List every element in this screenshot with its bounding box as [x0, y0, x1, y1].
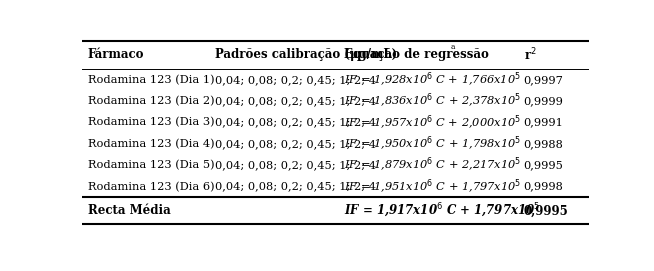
Text: IF = 1,950x10$^6$ C + 1,798x10$^5$: IF = 1,950x10$^6$ C + 1,798x10$^5$	[344, 135, 522, 153]
Text: 0,9998: 0,9998	[524, 182, 564, 192]
Text: Rodamina 123 (Dia 1): Rodamina 123 (Dia 1)	[88, 75, 215, 85]
Text: IF = 1,879x10$^6$ C + 2,217x10$^5$: IF = 1,879x10$^6$ C + 2,217x10$^5$	[344, 156, 522, 174]
Text: 0,04; 0,08; 0,2; 0,45; 1; 2; 4: 0,04; 0,08; 0,2; 0,45; 1; 2; 4	[215, 182, 376, 192]
Text: Rodamina 123 (Dia 2): Rodamina 123 (Dia 2)	[88, 96, 215, 106]
Text: Rodamina 123 (Dia 6): Rodamina 123 (Dia 6)	[88, 182, 215, 192]
Text: 0,04; 0,08; 0,2; 0,45; 1; 2; 4: 0,04; 0,08; 0,2; 0,45; 1; 2; 4	[215, 160, 376, 170]
Text: IF = 1,957x10$^6$ C + 2,000x10$^5$: IF = 1,957x10$^6$ C + 2,000x10$^5$	[344, 114, 521, 132]
Text: 0,04; 0,08; 0,2; 0,45; 1; 2; 4: 0,04; 0,08; 0,2; 0,45; 1; 2; 4	[215, 139, 376, 149]
Text: IF = 1,928x10$^6$ C + 1,766x10$^5$: IF = 1,928x10$^6$ C + 1,766x10$^5$	[344, 71, 521, 89]
Text: 0,9995: 0,9995	[524, 204, 568, 217]
Text: IF = 1,917x10$^6$ C + 1,797x10$^5$: IF = 1,917x10$^6$ C + 1,797x10$^5$	[344, 202, 541, 220]
Text: 0,04; 0,08; 0,2; 0,45; 1; 2; 4: 0,04; 0,08; 0,2; 0,45; 1; 2; 4	[215, 118, 376, 128]
Text: IF = 1,836x10$^6$ C + 2,378x10$^5$: IF = 1,836x10$^6$ C + 2,378x10$^5$	[344, 92, 522, 110]
Text: 0,9999: 0,9999	[524, 96, 564, 106]
Text: 0,9995: 0,9995	[524, 160, 564, 170]
Text: IF = 1,951x10$^6$ C + 1,797x10$^5$: IF = 1,951x10$^6$ C + 1,797x10$^5$	[344, 178, 522, 196]
Text: 0,9991: 0,9991	[524, 118, 564, 128]
Text: Recta Média: Recta Média	[88, 204, 171, 217]
Text: Padrões calibração (μg/mL): Padrões calibração (μg/mL)	[215, 49, 397, 62]
Text: Equação de regressão: Equação de regressão	[344, 49, 489, 62]
Text: 0,9988: 0,9988	[524, 139, 564, 149]
Text: Rodamina 123 (Dia 4): Rodamina 123 (Dia 4)	[88, 139, 215, 149]
Text: r$^2$: r$^2$	[524, 47, 536, 63]
Text: 0,04; 0,08; 0,2; 0,45; 1; 2; 4: 0,04; 0,08; 0,2; 0,45; 1; 2; 4	[215, 96, 376, 106]
Text: 0,04; 0,08; 0,2; 0,45; 1; 2; 4: 0,04; 0,08; 0,2; 0,45; 1; 2; 4	[215, 75, 376, 85]
Text: Fármaco: Fármaco	[88, 49, 145, 62]
Text: 0,9997: 0,9997	[524, 75, 564, 85]
Text: Rodamina 123 (Dia 5): Rodamina 123 (Dia 5)	[88, 160, 215, 170]
Text: a: a	[451, 43, 455, 51]
Text: Rodamina 123 (Dia 3): Rodamina 123 (Dia 3)	[88, 117, 215, 128]
